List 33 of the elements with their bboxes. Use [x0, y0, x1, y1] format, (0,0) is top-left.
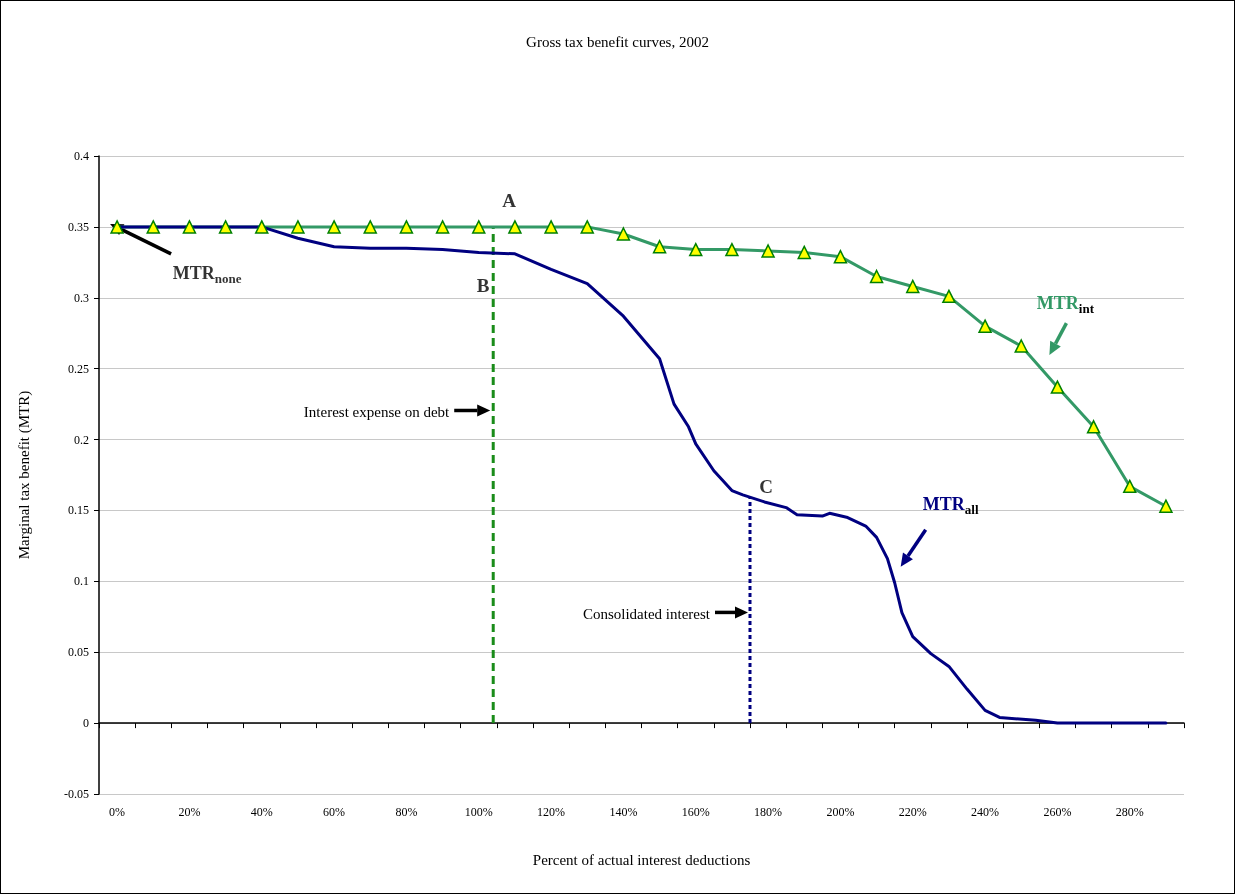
- chart-title: Gross tax benefit curves, 2002: [526, 33, 709, 50]
- y-tick-label: 0.25: [68, 361, 89, 376]
- x-tick-label: 60%: [323, 805, 346, 819]
- x-tick-label: 240%: [971, 805, 1000, 819]
- x-tick-label: 20%: [178, 805, 201, 819]
- ref-line-label: Interest expense on debt: [303, 404, 451, 421]
- x-tick-label: 280%: [1115, 805, 1144, 819]
- y-tick-label: 0.1: [74, 574, 89, 589]
- x-tick-label: 100%: [464, 805, 493, 819]
- annotation: A: [502, 190, 517, 212]
- y-axis-title: Marginal tax benefit (MTR): [15, 390, 33, 560]
- x-tick-label: 120%: [537, 805, 566, 819]
- x-tick-label: 160%: [681, 805, 710, 819]
- y-tick-label: -0.05: [64, 787, 89, 801]
- x-tick-label: 80%: [395, 805, 418, 819]
- x-tick-label: 180%: [754, 805, 783, 819]
- y-tick-label: 0.3: [74, 290, 89, 305]
- y-tick-label: 0.05: [68, 645, 89, 660]
- annotation: C: [759, 476, 773, 498]
- y-tick-label: 0: [83, 716, 89, 731]
- x-tick-label: 0%: [109, 805, 126, 819]
- x-tick-label: 200%: [826, 805, 855, 819]
- x-tick-label: 260%: [1043, 805, 1072, 819]
- y-tick-label: 0.4: [74, 149, 89, 163]
- x-tick-label: 140%: [609, 805, 638, 819]
- annotation: B: [476, 274, 490, 296]
- ref-line-label: Consolidated interest: [582, 606, 711, 623]
- x-axis-title: Percent of actual interest deductions: [532, 851, 751, 868]
- y-tick-label: 0.15: [68, 503, 89, 518]
- x-tick-label: 220%: [898, 805, 927, 819]
- y-tick-label: 0.2: [74, 432, 89, 447]
- y-tick-label: 0.35: [68, 219, 89, 234]
- x-tick-label: 40%: [250, 805, 273, 819]
